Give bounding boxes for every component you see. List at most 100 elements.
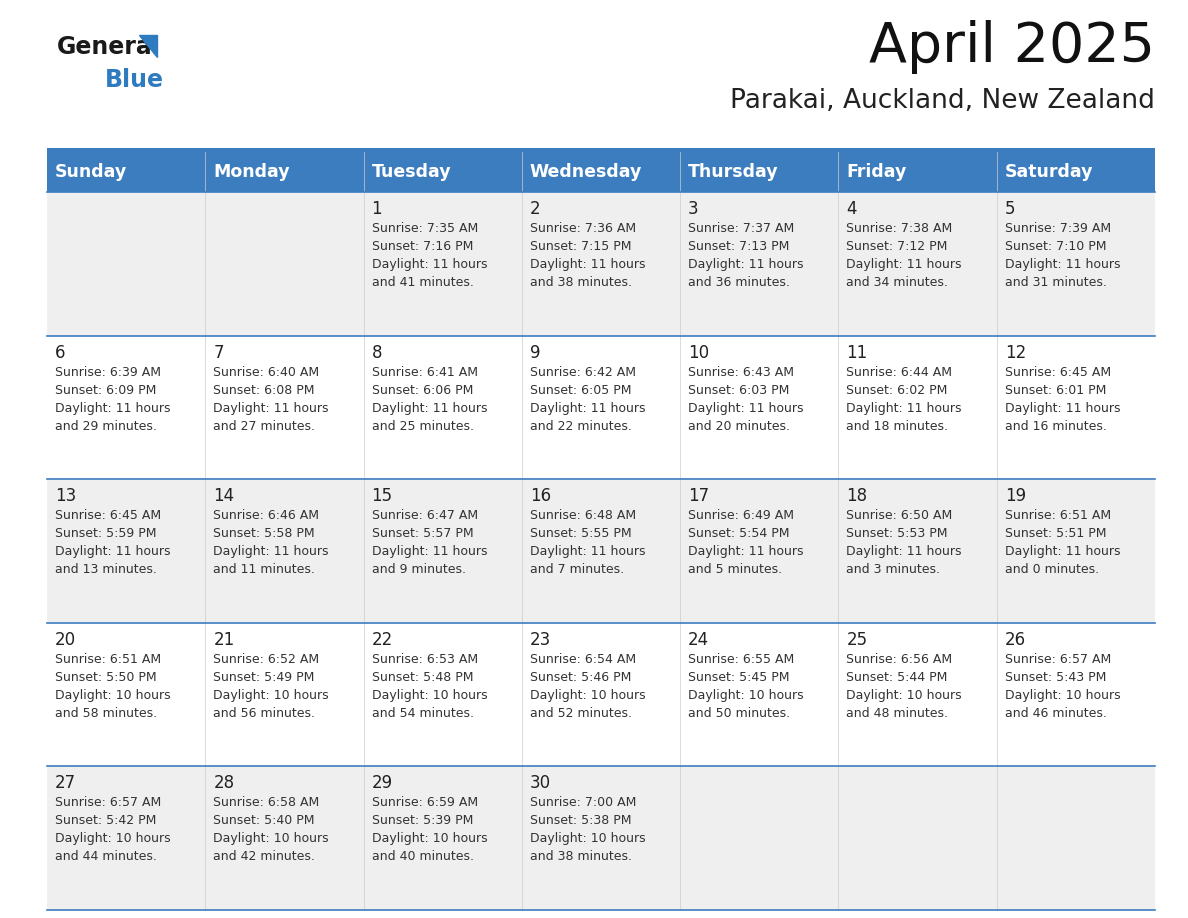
Text: Daylight: 11 hours: Daylight: 11 hours	[1005, 545, 1120, 558]
Text: Sunday: Sunday	[55, 163, 127, 181]
Text: Sunset: 5:54 PM: Sunset: 5:54 PM	[688, 527, 790, 540]
Text: Daylight: 11 hours: Daylight: 11 hours	[214, 401, 329, 415]
Text: and 50 minutes.: and 50 minutes.	[688, 707, 790, 720]
Text: Sunrise: 6:39 AM: Sunrise: 6:39 AM	[55, 365, 162, 378]
Text: April 2025: April 2025	[868, 20, 1155, 74]
Text: Daylight: 10 hours: Daylight: 10 hours	[214, 688, 329, 701]
Text: and 38 minutes.: and 38 minutes.	[530, 850, 632, 864]
Text: 13: 13	[55, 487, 76, 505]
Text: Sunset: 5:55 PM: Sunset: 5:55 PM	[530, 527, 632, 540]
Text: 7: 7	[214, 343, 223, 362]
Text: Sunrise: 6:51 AM: Sunrise: 6:51 AM	[1005, 509, 1111, 522]
Text: Sunrise: 6:54 AM: Sunrise: 6:54 AM	[530, 653, 636, 666]
Text: Daylight: 11 hours: Daylight: 11 hours	[846, 258, 962, 271]
Text: Sunrise: 7:38 AM: Sunrise: 7:38 AM	[846, 222, 953, 235]
Text: Daylight: 11 hours: Daylight: 11 hours	[1005, 258, 1120, 271]
Bar	[48, 622, 1155, 767]
Text: Daylight: 11 hours: Daylight: 11 hours	[372, 545, 487, 558]
Text: Daylight: 11 hours: Daylight: 11 hours	[688, 401, 803, 415]
Text: 11: 11	[846, 343, 867, 362]
Text: Daylight: 11 hours: Daylight: 11 hours	[55, 401, 171, 415]
Text: Sunrise: 6:51 AM: Sunrise: 6:51 AM	[55, 653, 162, 666]
Text: Sunrise: 7:00 AM: Sunrise: 7:00 AM	[530, 797, 637, 810]
Text: and 31 minutes.: and 31 minutes.	[1005, 276, 1106, 289]
Text: 5: 5	[1005, 200, 1016, 218]
Text: Blue: Blue	[105, 68, 164, 92]
Text: 3: 3	[688, 200, 699, 218]
Text: and 54 minutes.: and 54 minutes.	[372, 707, 474, 720]
Text: Daylight: 11 hours: Daylight: 11 hours	[214, 545, 329, 558]
Text: Sunrise: 6:50 AM: Sunrise: 6:50 AM	[846, 509, 953, 522]
Bar	[48, 336, 1155, 479]
Text: Daylight: 10 hours: Daylight: 10 hours	[530, 688, 645, 701]
Polygon shape	[139, 35, 157, 57]
Text: Sunset: 5:46 PM: Sunset: 5:46 PM	[530, 671, 631, 684]
Text: Daylight: 11 hours: Daylight: 11 hours	[372, 258, 487, 271]
Text: and 41 minutes.: and 41 minutes.	[372, 276, 474, 289]
Text: Tuesday: Tuesday	[372, 163, 451, 181]
Text: Wednesday: Wednesday	[530, 163, 643, 181]
Text: 6: 6	[55, 343, 65, 362]
Bar	[48, 152, 1155, 192]
Text: 4: 4	[846, 200, 857, 218]
Text: Sunset: 5:50 PM: Sunset: 5:50 PM	[55, 671, 157, 684]
Text: and 22 minutes.: and 22 minutes.	[530, 420, 632, 432]
Text: and 40 minutes.: and 40 minutes.	[372, 850, 474, 864]
Text: 20: 20	[55, 631, 76, 649]
Bar	[48, 479, 1155, 622]
Text: Thursday: Thursday	[688, 163, 779, 181]
Text: and 34 minutes.: and 34 minutes.	[846, 276, 948, 289]
Text: Daylight: 11 hours: Daylight: 11 hours	[55, 545, 171, 558]
Text: Sunrise: 6:55 AM: Sunrise: 6:55 AM	[688, 653, 795, 666]
Text: Monday: Monday	[214, 163, 290, 181]
Text: and 36 minutes.: and 36 minutes.	[688, 276, 790, 289]
Text: Sunset: 6:02 PM: Sunset: 6:02 PM	[846, 384, 948, 397]
Text: and 29 minutes.: and 29 minutes.	[55, 420, 157, 432]
Bar	[48, 192, 1155, 336]
Text: 21: 21	[214, 631, 234, 649]
Text: 26: 26	[1005, 631, 1026, 649]
Text: and 9 minutes.: and 9 minutes.	[372, 564, 466, 577]
Text: and 27 minutes.: and 27 minutes.	[214, 420, 315, 432]
Text: Saturday: Saturday	[1005, 163, 1093, 181]
Text: Daylight: 11 hours: Daylight: 11 hours	[688, 258, 803, 271]
Text: 25: 25	[846, 631, 867, 649]
Text: Sunset: 7:16 PM: Sunset: 7:16 PM	[372, 240, 473, 253]
Text: 16: 16	[530, 487, 551, 505]
Text: Sunset: 5:51 PM: Sunset: 5:51 PM	[1005, 527, 1106, 540]
Text: Sunrise: 7:37 AM: Sunrise: 7:37 AM	[688, 222, 795, 235]
Text: Sunset: 6:01 PM: Sunset: 6:01 PM	[1005, 384, 1106, 397]
Text: and 20 minutes.: and 20 minutes.	[688, 420, 790, 432]
Text: Sunrise: 7:35 AM: Sunrise: 7:35 AM	[372, 222, 478, 235]
Text: and 3 minutes.: and 3 minutes.	[846, 564, 941, 577]
Text: Sunrise: 6:53 AM: Sunrise: 6:53 AM	[372, 653, 478, 666]
Text: Sunrise: 7:39 AM: Sunrise: 7:39 AM	[1005, 222, 1111, 235]
Text: Daylight: 10 hours: Daylight: 10 hours	[372, 833, 487, 845]
Text: 23: 23	[530, 631, 551, 649]
Text: Daylight: 11 hours: Daylight: 11 hours	[688, 545, 803, 558]
Text: and 16 minutes.: and 16 minutes.	[1005, 420, 1106, 432]
Text: 27: 27	[55, 775, 76, 792]
Bar	[48, 767, 1155, 910]
Text: 22: 22	[372, 631, 393, 649]
Text: and 46 minutes.: and 46 minutes.	[1005, 707, 1106, 720]
Text: 10: 10	[688, 343, 709, 362]
Text: Sunset: 7:15 PM: Sunset: 7:15 PM	[530, 240, 631, 253]
Text: Sunset: 5:40 PM: Sunset: 5:40 PM	[214, 814, 315, 827]
Text: and 13 minutes.: and 13 minutes.	[55, 564, 157, 577]
Text: and 38 minutes.: and 38 minutes.	[530, 276, 632, 289]
Text: Sunrise: 6:56 AM: Sunrise: 6:56 AM	[846, 653, 953, 666]
Text: 19: 19	[1005, 487, 1026, 505]
Text: Daylight: 10 hours: Daylight: 10 hours	[530, 833, 645, 845]
Text: Sunrise: 6:49 AM: Sunrise: 6:49 AM	[688, 509, 794, 522]
Text: and 56 minutes.: and 56 minutes.	[214, 707, 315, 720]
Text: Sunset: 5:48 PM: Sunset: 5:48 PM	[372, 671, 473, 684]
Text: Daylight: 11 hours: Daylight: 11 hours	[846, 401, 962, 415]
Text: Daylight: 10 hours: Daylight: 10 hours	[55, 688, 171, 701]
Text: Sunset: 5:44 PM: Sunset: 5:44 PM	[846, 671, 948, 684]
Text: 24: 24	[688, 631, 709, 649]
Text: and 5 minutes.: and 5 minutes.	[688, 564, 782, 577]
Text: Sunset: 5:59 PM: Sunset: 5:59 PM	[55, 527, 157, 540]
Text: and 18 minutes.: and 18 minutes.	[846, 420, 948, 432]
Text: Sunrise: 6:43 AM: Sunrise: 6:43 AM	[688, 365, 794, 378]
